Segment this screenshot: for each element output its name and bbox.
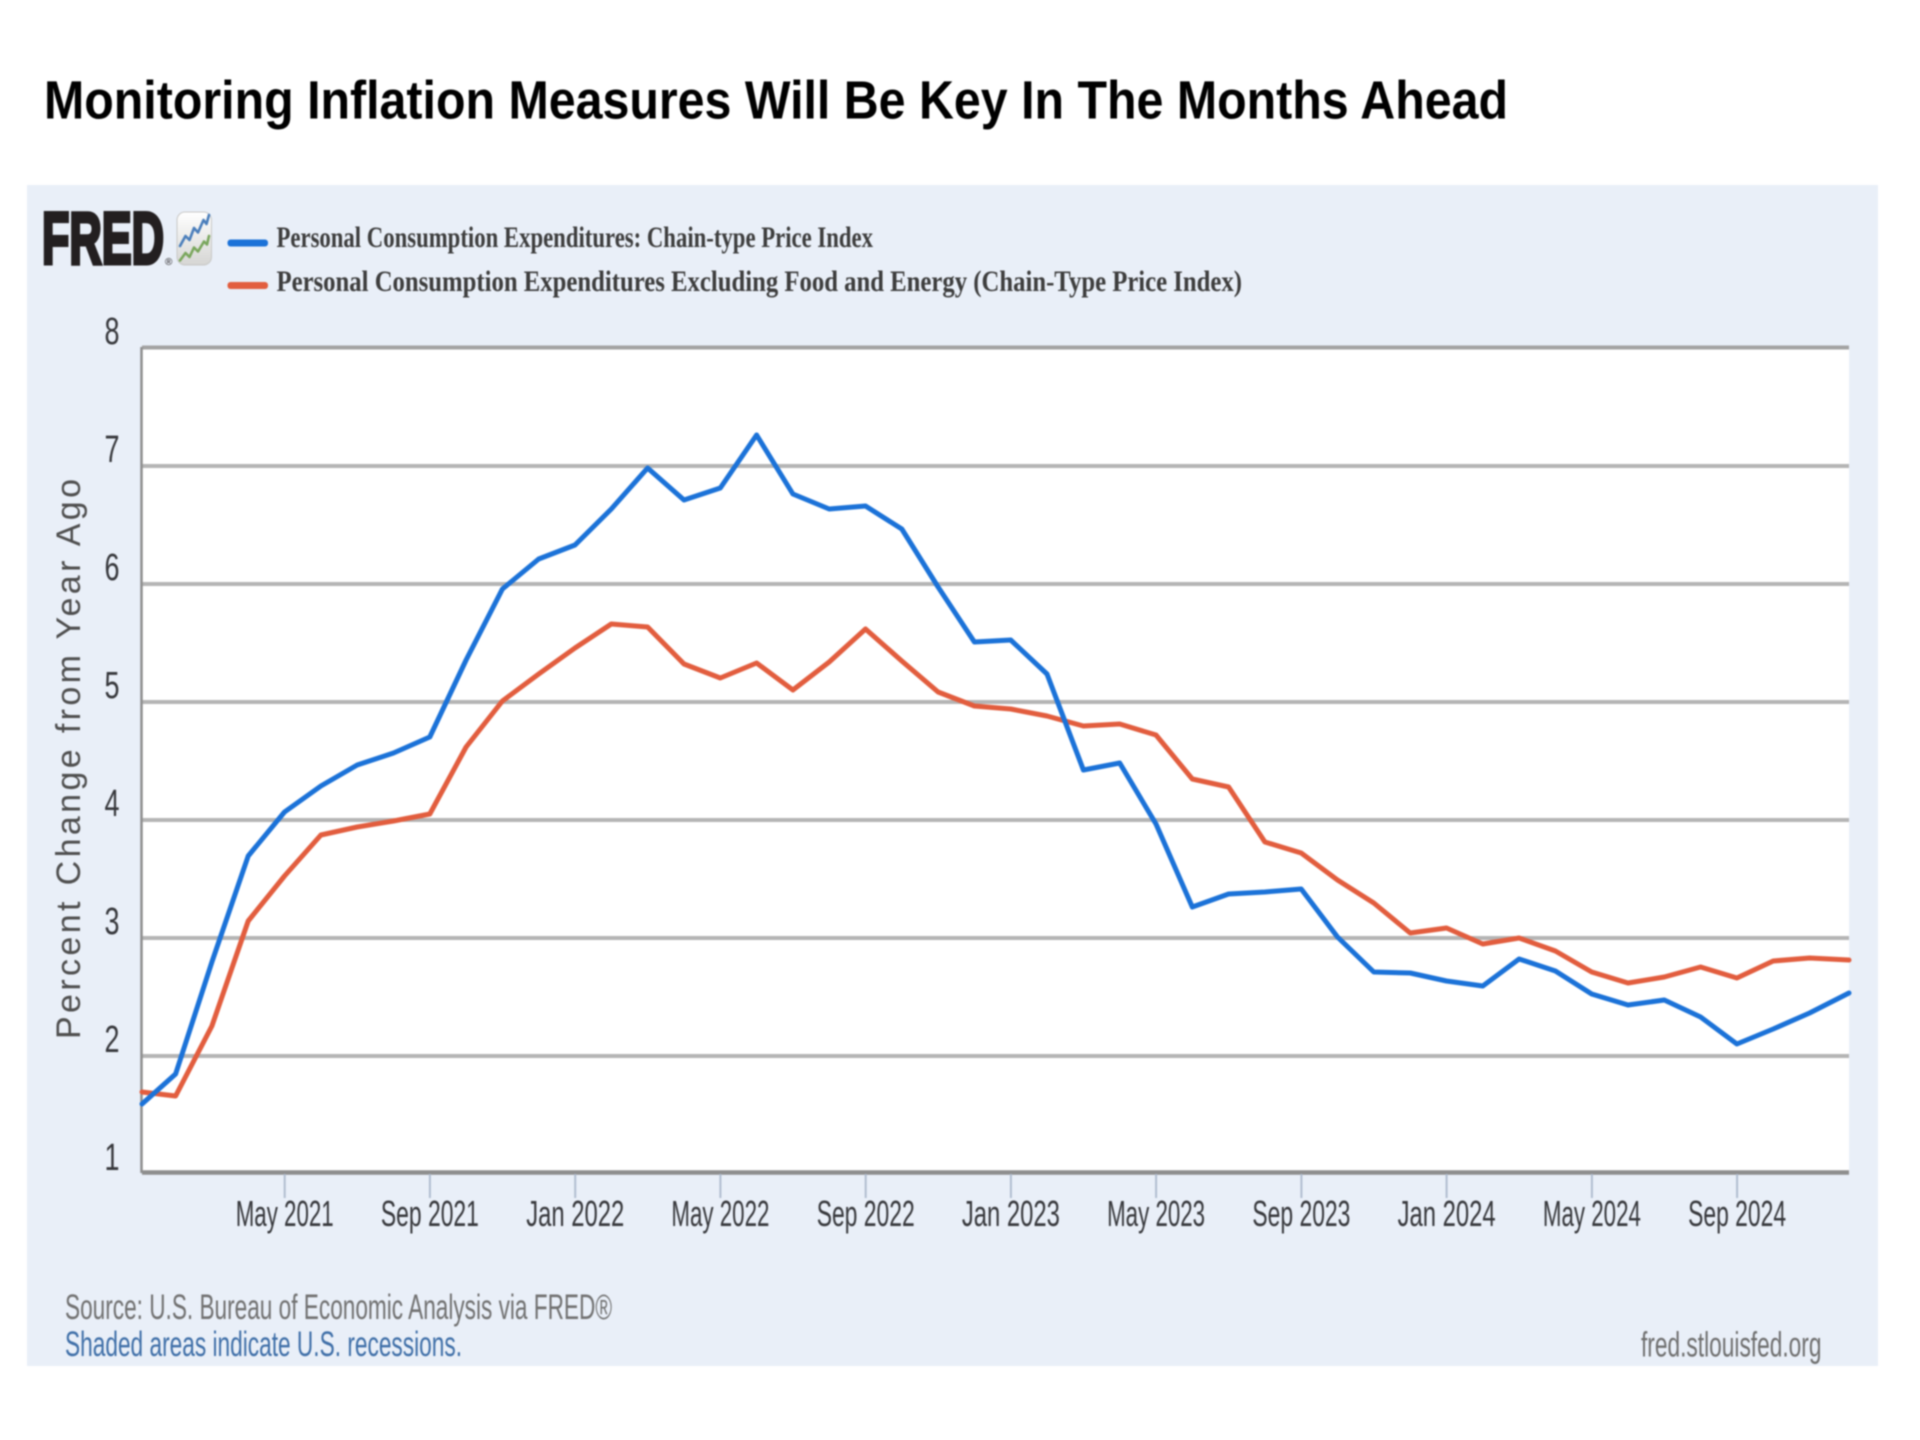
svg-text:May 2024: May 2024 — [1543, 1193, 1641, 1234]
svg-text:Monitoring Inflation Measures: Monitoring Inflation Measures Will Be Ke… — [44, 71, 1508, 131]
svg-text:Sep 2022: Sep 2022 — [817, 1193, 915, 1234]
svg-text:2: 2 — [105, 1019, 120, 1061]
svg-text:5: 5 — [105, 665, 120, 707]
svg-text:8: 8 — [105, 311, 120, 353]
svg-text:7: 7 — [105, 429, 120, 471]
svg-text:Sep 2021: Sep 2021 — [381, 1193, 479, 1234]
svg-text:3: 3 — [105, 901, 120, 943]
svg-text:Jan 2022: Jan 2022 — [526, 1193, 624, 1234]
svg-text:Jan 2024: Jan 2024 — [1398, 1193, 1496, 1234]
svg-text:fred.stlouisfed.org: fred.stlouisfed.org — [1641, 1326, 1822, 1365]
svg-text:6: 6 — [105, 547, 120, 589]
svg-text:FRED: FRED — [42, 199, 164, 280]
svg-text:1: 1 — [105, 1137, 120, 1179]
svg-text:Sep 2024: Sep 2024 — [1688, 1193, 1786, 1234]
svg-text:Sep 2023: Sep 2023 — [1252, 1193, 1350, 1234]
svg-text:Jan 2023: Jan 2023 — [962, 1193, 1060, 1234]
svg-text:Shaded areas indicate U.S. rec: Shaded areas indicate U.S. recessions. — [65, 1325, 462, 1364]
svg-text:May 2021: May 2021 — [236, 1193, 334, 1234]
svg-text:Personal Consumption Expenditu: Personal Consumption Expenditures: Chain… — [277, 221, 874, 254]
svg-text:May 2022: May 2022 — [671, 1193, 769, 1234]
svg-text:Personal Consumption Expenditu: Personal Consumption Expenditures Exclud… — [277, 265, 1243, 298]
svg-text:Percent Change from Year Ago: Percent Change from Year Ago — [50, 479, 88, 1039]
svg-text:®: ® — [165, 257, 173, 268]
svg-text:May 2023: May 2023 — [1107, 1193, 1205, 1234]
svg-text:4: 4 — [105, 783, 120, 825]
svg-text:Source: U.S. Bureau of Economi: Source: U.S. Bureau of Economic Analysis… — [65, 1288, 612, 1327]
